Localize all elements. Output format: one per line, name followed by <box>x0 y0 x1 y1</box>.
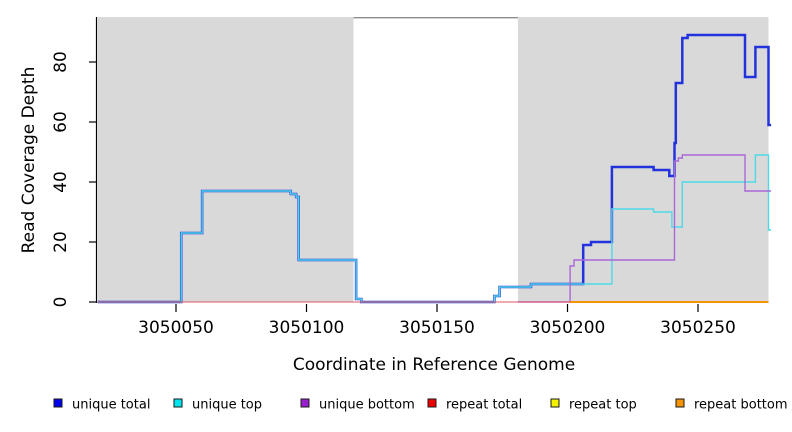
y-axis-tick-label: 60 <box>51 111 71 133</box>
legend-label-unique-top: unique top <box>192 398 262 413</box>
legend-swatch-unique-total <box>53 398 63 408</box>
y-axis-tick-label: 0 <box>51 297 71 308</box>
y-axis-tick-label: 40 <box>51 171 71 193</box>
x-axis-tick-label: 3050200 <box>530 318 606 338</box>
legend-label-repeat-top: repeat top <box>569 398 637 413</box>
series-unique-top <box>97 154 772 303</box>
y-axis-tick-label: 20 <box>51 231 71 253</box>
x-axis-title: Coordinate in Reference Genome <box>293 355 575 375</box>
x-axis-tick-label: 3050250 <box>660 318 736 338</box>
series-unique-bottom <box>517 154 772 303</box>
legend-label-repeat-bottom: repeat bottom <box>694 398 788 413</box>
legend-swatch-repeat-top <box>550 398 560 408</box>
legend-swatch-repeat-total <box>427 398 437 408</box>
y-axis-tick-label: 80 <box>51 51 71 73</box>
x-axis-tick-label: 3050100 <box>269 318 345 338</box>
legend-label-unique-bottom: unique bottom <box>319 398 415 413</box>
x-axis-tick-label: 3050150 <box>399 318 475 338</box>
legend-swatch-repeat-bottom <box>675 398 685 408</box>
legend-label-unique-total: unique total <box>72 398 150 413</box>
legend-swatch-unique-bottom <box>300 398 310 408</box>
x-axis-tick-label: 3050050 <box>138 318 214 338</box>
y-axis-title: Read Coverage Depth <box>19 67 39 254</box>
masked-region <box>353 17 518 302</box>
legend-label-repeat-total: repeat total <box>446 398 522 413</box>
legend-swatch-unique-top <box>173 398 183 408</box>
